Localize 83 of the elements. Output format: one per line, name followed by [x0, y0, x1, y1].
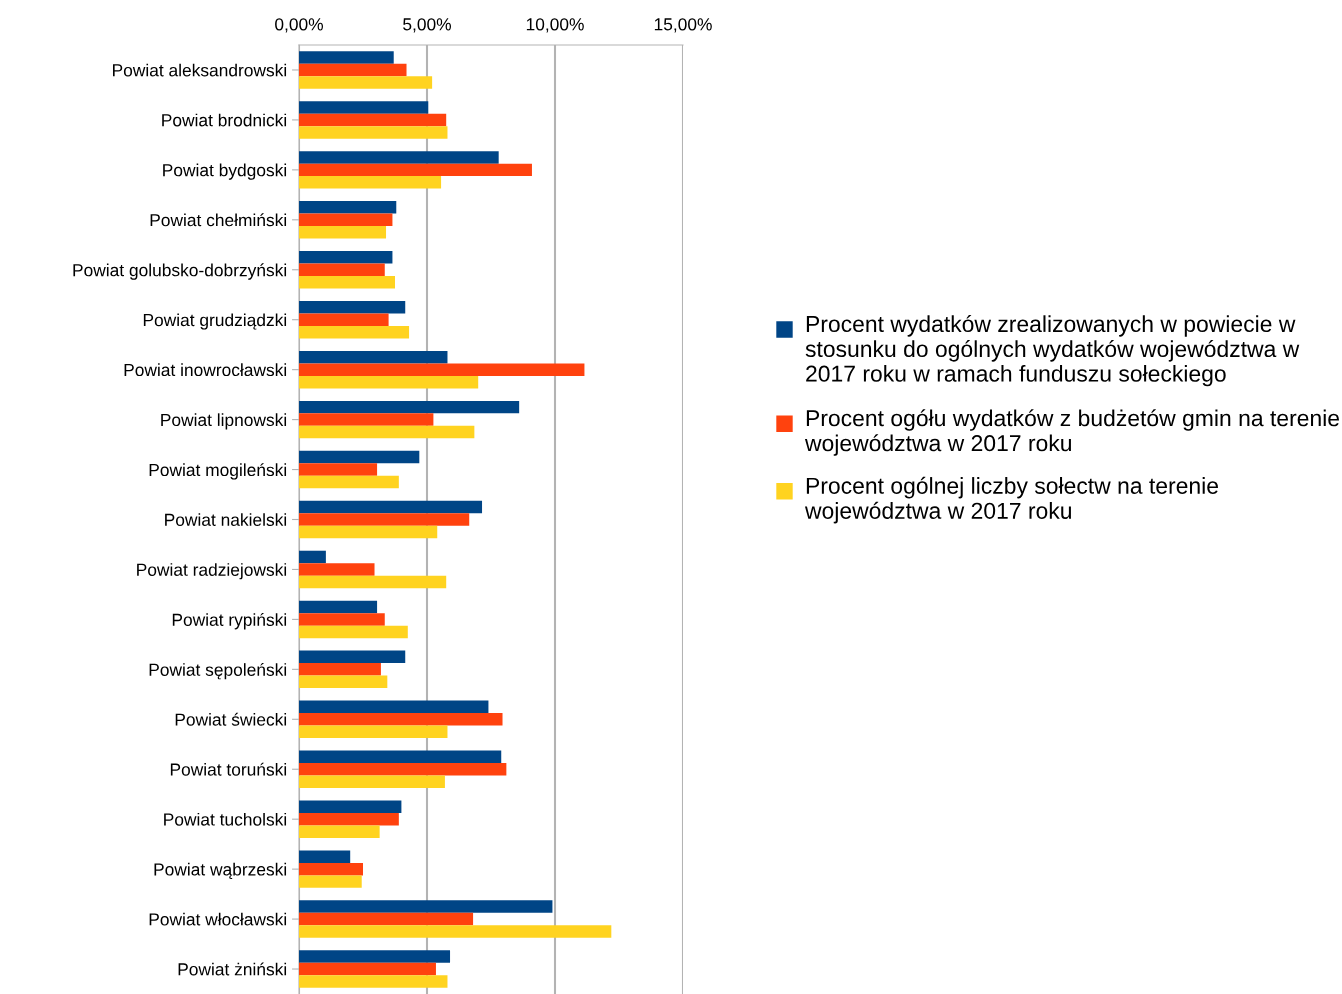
bar [299, 325, 410, 339]
bar [299, 475, 399, 489]
y-tick-label: Powiat toruński [170, 762, 287, 776]
bar [299, 76, 433, 89]
y-tick-label: Powiat wąbrzeski [154, 862, 287, 880]
bar [299, 825, 380, 838]
bar [299, 575, 447, 589]
y-tick-label: Powiat chełmiński [150, 213, 287, 227]
bar [299, 276, 395, 289]
legend-label: Procent ogólnej liczby sołectw na terenie województwa w 2017 roku [804, 476, 1218, 524]
bar [299, 525, 438, 539]
y-tick-label: Powiat świecki [175, 712, 287, 726]
bar [299, 213, 393, 227]
y-tick-label: Powiat grudziądzki [143, 313, 287, 330]
x-tick-label: 5,00% [403, 18, 451, 33]
bar [299, 163, 532, 177]
bar [299, 775, 445, 788]
bar [299, 850, 351, 863]
y-tick-label: Powiat golubsko-dobrzyński [73, 263, 287, 280]
bar [299, 126, 448, 139]
y-tick-label: Powiat inowrocławski [124, 363, 287, 377]
bar [299, 375, 479, 389]
y-tick-label: Powiat żniński [178, 962, 287, 976]
bar [299, 563, 375, 576]
x-tick-label: 10,00% [526, 18, 584, 33]
bar [299, 875, 362, 888]
bar [299, 650, 406, 664]
bar [299, 862, 363, 876]
y-tick-label: Powiat sępoleński [149, 662, 287, 680]
bar [299, 750, 502, 763]
y-tick-label: Powiat rypiński [172, 613, 287, 630]
x-tick-label: 0,00% [275, 18, 323, 33]
bar [299, 513, 470, 526]
x-tick-label: 15,00% [654, 18, 712, 33]
bar [299, 450, 420, 464]
bar [299, 800, 402, 813]
bar [299, 762, 507, 776]
bar [299, 463, 378, 476]
bar [299, 51, 394, 64]
y-tick-label: Powiat lipnowski [161, 413, 287, 430]
y-tick-label: Powiat nakielski [165, 513, 287, 526]
legend-label: Procent ogółu wydatków z budżetów gmin na terenie województwa w 2017 roku [804, 409, 1340, 456]
legend-label: Procent wydatków zrealizowanych w powiecie w stosunku do ogólnych wydatków województwa w 2017 roku w ramach funduszu sołeckiego [805, 315, 1300, 387]
bar [299, 725, 448, 739]
bar [299, 613, 385, 626]
bar [299, 500, 483, 514]
y-tick-label: Powiat aleksandrowski [113, 63, 287, 77]
y-tick-label: Powiat włocławski [149, 912, 287, 926]
bar [299, 962, 436, 976]
bar [299, 600, 378, 614]
bar [299, 625, 408, 639]
bar [299, 550, 326, 564]
bar [299, 363, 585, 376]
bar [299, 251, 393, 264]
bar [299, 700, 489, 714]
bar [299, 400, 520, 414]
y-tick-label: Powiat tucholski [164, 812, 287, 826]
bar [299, 912, 474, 926]
bar [299, 425, 475, 439]
bar [299, 263, 385, 277]
y-tick-label: Powiat bydgoski [163, 163, 287, 180]
bar [299, 675, 388, 689]
bar [299, 226, 387, 239]
bar [299, 63, 407, 77]
bar [299, 713, 503, 726]
y-tick-label: Powiat brodnicki [162, 113, 287, 127]
y-tick-label: Powiat radziejowski [137, 563, 287, 580]
bar [299, 113, 447, 127]
bar [299, 300, 406, 314]
bar [299, 975, 448, 988]
bar [299, 925, 612, 938]
y-tick-label: Powiat mogileński [149, 463, 287, 480]
bar [299, 201, 397, 214]
bar [299, 812, 399, 826]
bar [299, 950, 451, 963]
bar [299, 313, 389, 326]
bar [299, 350, 448, 364]
bar [299, 900, 553, 913]
bar [299, 413, 434, 426]
bar [299, 663, 381, 676]
bar [299, 176, 442, 189]
bar [299, 151, 499, 164]
bar [299, 101, 429, 114]
